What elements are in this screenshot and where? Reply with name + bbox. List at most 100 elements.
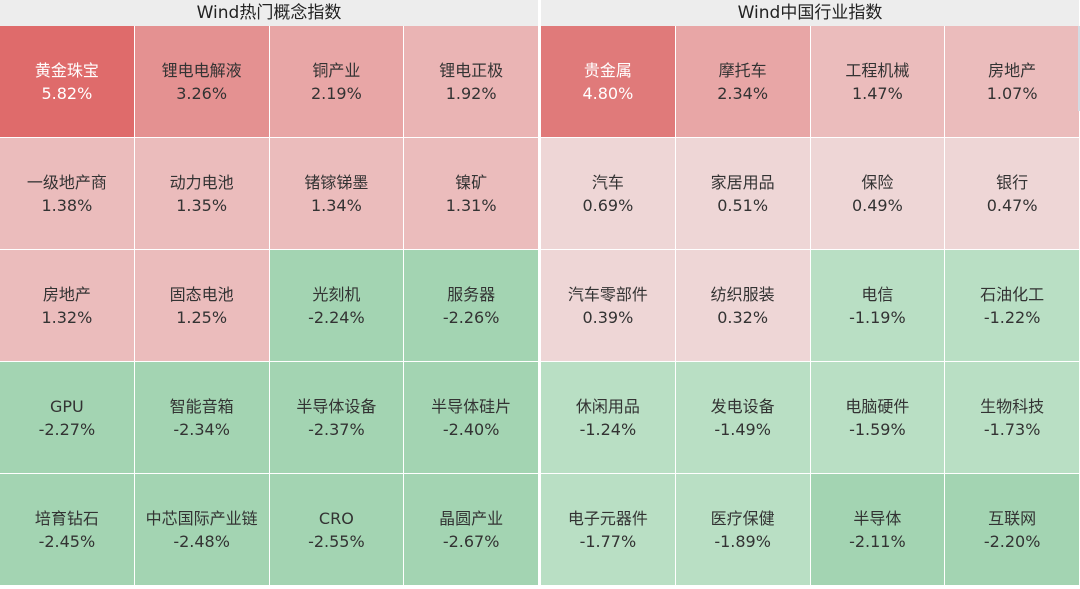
- tile-change: -1.73%: [983, 419, 1041, 439]
- tile-change: -2.11%: [849, 531, 906, 551]
- tile-name: 镍矿: [455, 172, 488, 192]
- tile-name: 石油化工: [980, 284, 1045, 304]
- heatmap-tile[interactable]: 电脑硬件 -1.59%: [810, 362, 945, 473]
- tile-name: 动力电池: [169, 172, 234, 192]
- tile-change: 2.19%: [310, 83, 362, 103]
- heatmap-tile[interactable]: 摩托车 2.34%: [675, 26, 810, 137]
- tile-name: 纺织服装: [710, 284, 775, 304]
- tile-change: 1.34%: [310, 195, 362, 215]
- tile-change: -1.22%: [983, 307, 1041, 327]
- heatmap-tile[interactable]: 中芯国际产业链 -2.48%: [134, 474, 269, 585]
- heatmap-tile[interactable]: 银行 0.47%: [945, 138, 1079, 249]
- heatmap-tile[interactable]: 锂电电解液 3.26%: [134, 26, 269, 137]
- tile-name: GPU: [49, 396, 84, 416]
- tile-name: 半导体设备: [296, 396, 377, 416]
- heatmap-tile[interactable]: 生物科技 -1.73%: [945, 362, 1079, 473]
- heatmap-tile[interactable]: 半导体 -2.11%: [810, 474, 945, 585]
- tile-change: 2.34%: [717, 83, 769, 103]
- tile-name: 摩托车: [718, 60, 767, 80]
- heatmap-tile[interactable]: 汽车 0.69%: [541, 138, 675, 249]
- heatmap-tile[interactable]: 工程机械 1.47%: [810, 26, 945, 137]
- tile-change: -2.27%: [38, 419, 96, 439]
- tile-name: 生物科技: [980, 396, 1045, 416]
- tile-name: 家居用品: [710, 172, 775, 192]
- tile-change: -2.40%: [442, 419, 500, 439]
- tile-change: 0.47%: [986, 195, 1038, 215]
- tile-change: 1.47%: [851, 83, 903, 103]
- heatmap-tile[interactable]: 休闲用品 -1.24%: [541, 362, 675, 473]
- heatmap-tile[interactable]: CRO -2.55%: [269, 474, 404, 585]
- tile-change: 0.69%: [582, 195, 634, 215]
- tile-change: -1.24%: [579, 419, 637, 439]
- heatmap-tile[interactable]: 服务器 -2.26%: [404, 250, 538, 361]
- tile-change: 3.26%: [176, 83, 228, 103]
- heatmap-tile[interactable]: 镍矿 1.31%: [404, 138, 538, 249]
- tile-change: 4.80%: [582, 83, 634, 103]
- heatmap-tile[interactable]: 半导体硅片 -2.40%: [404, 362, 538, 473]
- tile-name: 半导体: [853, 508, 902, 528]
- tile-change: -2.67%: [442, 531, 500, 551]
- tile-name: 固态电池: [169, 284, 234, 304]
- tile-change: -1.19%: [849, 307, 906, 327]
- tile-change: 1.35%: [176, 195, 228, 215]
- panel-title: Wind中国行业指数: [541, 0, 1079, 26]
- concept-index-panel: Wind热门概念指数 黄金珠宝 5.82% 锂电电解液 3.26% 铜产业 2.19% 锂电…: [0, 0, 538, 585]
- tile-name: 锗镓锑墨: [304, 172, 369, 192]
- tile-change: -2.20%: [983, 531, 1041, 551]
- heatmap-tile[interactable]: 房地产 1.07%: [945, 26, 1079, 137]
- tile-change: 5.82%: [41, 83, 93, 103]
- heatmap-tile[interactable]: 铜产业 2.19%: [269, 26, 404, 137]
- tile-change: 0.32%: [717, 307, 769, 327]
- tile-name: 黄金珠宝: [34, 60, 99, 80]
- tile-name: 中芯国际产业链: [145, 508, 258, 528]
- heatmap-tile[interactable]: 动力电池 1.35%: [134, 138, 269, 249]
- panel-title: Wind热门概念指数: [0, 0, 538, 26]
- heatmap-tile[interactable]: 电子元器件 -1.77%: [541, 474, 675, 585]
- tile-name: 电子元器件: [567, 508, 648, 528]
- tile-change: -2.45%: [38, 531, 96, 551]
- heatmap-tile[interactable]: 黄金珠宝 5.82%: [0, 26, 134, 137]
- tile-name: 智能音箱: [169, 396, 234, 416]
- heatmap-tile[interactable]: 光刻机 -2.24%: [269, 250, 404, 361]
- heatmap-tile[interactable]: 培育钻石 -2.45%: [0, 474, 134, 585]
- heatmap-tile[interactable]: 贵金属 4.80%: [541, 26, 675, 137]
- tile-name: 互联网: [988, 508, 1037, 528]
- tile-change: -2.55%: [308, 531, 365, 551]
- heatmap-tile[interactable]: 发电设备 -1.49%: [675, 362, 810, 473]
- heatmap-tile[interactable]: 互联网 -2.20%: [945, 474, 1079, 585]
- heatmap-tile[interactable]: 半导体设备 -2.37%: [269, 362, 404, 473]
- tile-change: 1.92%: [445, 83, 497, 103]
- heatmap-tile[interactable]: 一级地产商 1.38%: [0, 138, 134, 249]
- tile-name: 银行: [996, 172, 1029, 192]
- heatmap-grid: 黄金珠宝 5.82% 锂电电解液 3.26% 铜产业 2.19% 锂电正极 1.92% 一级地产…: [0, 26, 538, 585]
- heatmap-tile[interactable]: 房地产 1.32%: [0, 250, 134, 361]
- tile-name: 培育钻石: [34, 508, 99, 528]
- heatmap-tile[interactable]: 电信 -1.19%: [810, 250, 945, 361]
- heatmap-tile[interactable]: 智能音箱 -2.34%: [134, 362, 269, 473]
- heatmap-tile[interactable]: 保险 0.49%: [810, 138, 945, 249]
- heatmap-tile[interactable]: 锗镓锑墨 1.34%: [269, 138, 404, 249]
- heatmap-tile[interactable]: 晶圆产业 -2.67%: [404, 474, 538, 585]
- tile-change: 1.07%: [986, 83, 1038, 103]
- heatmap-tile[interactable]: 医疗保健 -1.89%: [675, 474, 810, 585]
- heatmap-tile[interactable]: 纺织服装 0.32%: [675, 250, 810, 361]
- heatmap-tile[interactable]: GPU -2.27%: [0, 362, 134, 473]
- tile-name: 工程机械: [845, 60, 910, 80]
- tile-name: 一级地产商: [26, 172, 107, 192]
- tile-name: 房地产: [988, 60, 1037, 80]
- tile-name: 贵金属: [583, 60, 632, 80]
- tile-change: -1.77%: [579, 531, 637, 551]
- tile-change: -2.37%: [308, 419, 365, 439]
- tile-name: 晶圆产业: [439, 508, 504, 528]
- industry-index-panel: Wind中国行业指数 贵金属 4.80% 摩托车 2.34% 工程机械 1.47% 房地产 1…: [541, 0, 1079, 585]
- heatmap-tile[interactable]: 汽车零部件 0.39%: [541, 250, 675, 361]
- tile-change: -2.34%: [173, 419, 230, 439]
- tile-name: 发电设备: [710, 396, 775, 416]
- heatmap-tile[interactable]: 石油化工 -1.22%: [945, 250, 1079, 361]
- heatmap-tile[interactable]: 锂电正极 1.92%: [404, 26, 538, 137]
- heatmap-tile[interactable]: 家居用品 0.51%: [675, 138, 810, 249]
- heatmap-tile[interactable]: 固态电池 1.25%: [134, 250, 269, 361]
- scroll-indicator: [1078, 26, 1080, 111]
- tile-change: 0.51%: [717, 195, 769, 215]
- tile-change: -2.48%: [173, 531, 230, 551]
